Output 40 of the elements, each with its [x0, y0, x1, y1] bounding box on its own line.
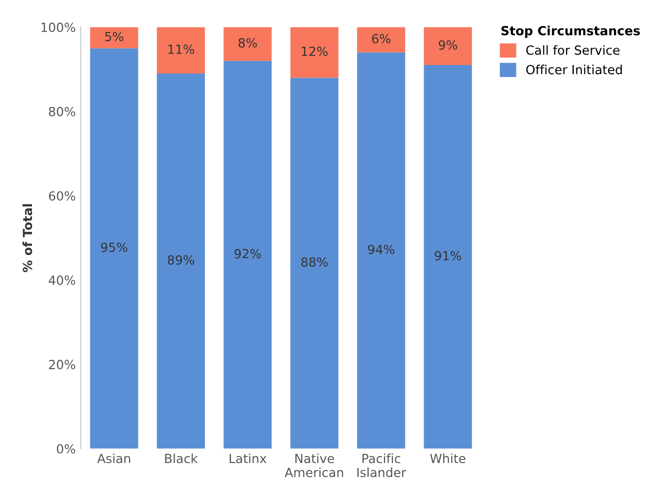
data-label: 9%	[438, 40, 458, 50]
data-label: 8%	[238, 38, 257, 48]
legend-label: Call for Service	[526, 45, 620, 55]
x-tick-label: Native American	[284, 453, 344, 478]
bar	[224, 27, 272, 61]
y-tick-label: 20%	[49, 360, 76, 370]
y-tick-label: 0%	[56, 444, 76, 454]
bar	[357, 52, 406, 449]
x-tick-label: Black	[165, 453, 198, 464]
data-label: 92%	[234, 248, 261, 258]
data-label: 88%	[301, 257, 328, 267]
x-tick-label: White	[430, 453, 466, 464]
bar	[290, 27, 338, 78]
y-tick-label: 40%	[48, 275, 76, 285]
data-label: 94%	[368, 244, 394, 254]
legend-label: Officer Initiated	[526, 64, 622, 74]
y-tick-label: 60%	[48, 191, 76, 201]
y-tick-label: 80%	[48, 106, 76, 116]
y-tick-label: 100%	[42, 22, 76, 32]
x-tick-label: Pacific Islander	[357, 453, 406, 478]
data-label: 89%	[168, 255, 194, 265]
data-label: 5%	[105, 32, 124, 42]
bar	[424, 27, 472, 66]
bar	[424, 65, 472, 449]
legend-title: Stop Circumstances	[501, 26, 640, 38]
bar	[224, 60, 272, 449]
x-tick-label: Asian	[97, 453, 130, 464]
data-label: 6%	[372, 34, 390, 44]
bar	[90, 27, 138, 48]
data-label: 12%	[302, 46, 328, 56]
bar	[156, 73, 205, 449]
data-label: 11%	[168, 44, 194, 54]
data-label: 91%	[434, 251, 462, 260]
x-tick-label: Latinx	[230, 453, 266, 464]
bar	[90, 48, 138, 449]
y-axis-title: % of Total	[22, 204, 32, 272]
data-label: 95%	[101, 242, 128, 252]
bar	[357, 27, 406, 52]
bar	[156, 27, 205, 74]
bar	[290, 78, 338, 449]
